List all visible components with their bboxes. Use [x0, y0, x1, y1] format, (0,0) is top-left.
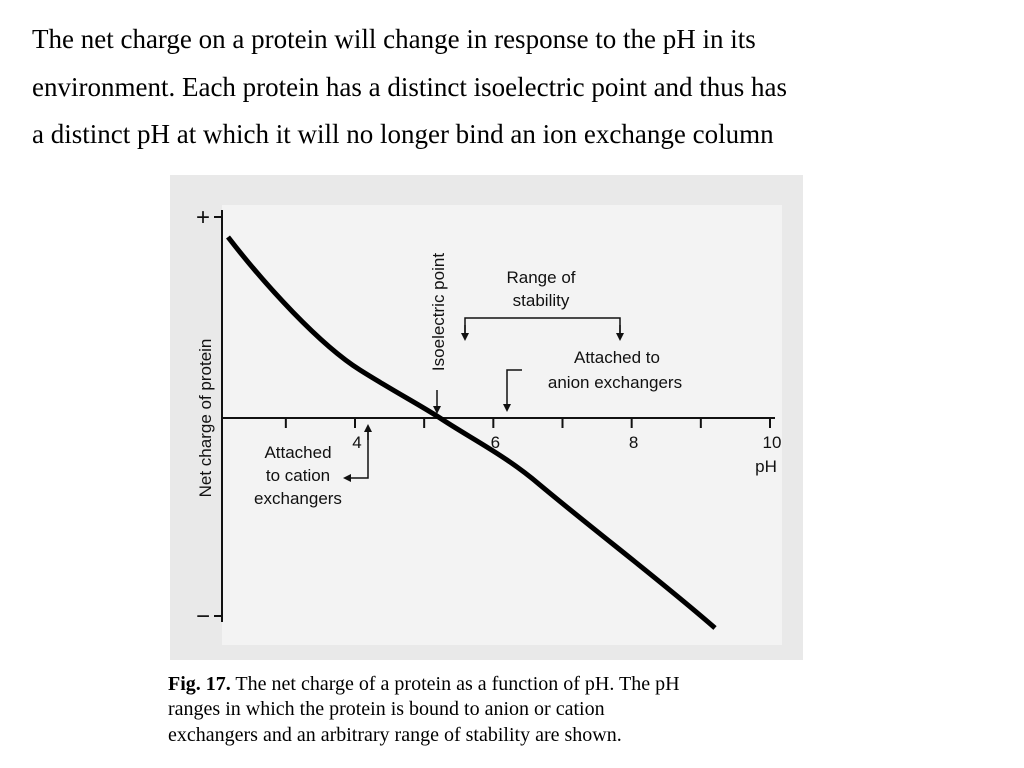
intro-line: a distinct pH at which it will no longer… [32, 119, 774, 149]
cation-arrow [343, 430, 369, 482]
intro-line: environment. Each protein has a distinct… [32, 72, 787, 102]
x-tick-label: 6 [491, 433, 500, 452]
cation-label: to cation [266, 466, 330, 485]
y-axis-label: Net charge of protein [196, 339, 215, 498]
isoelectric-label: Isoelectric point [429, 253, 448, 371]
caption-text: The net charge of a protein as a functio… [235, 673, 679, 695]
charge-curve [226, 235, 717, 630]
caption-label: Fig. 17. [168, 673, 231, 695]
caption-line: exchangers and an arbitrary range of sta… [168, 724, 622, 746]
stability-label: stability [513, 291, 570, 310]
figure: + − Net charge of protein pH Isoelectric… [170, 175, 803, 660]
anion-arrow [503, 369, 522, 412]
anion-label: Attached to [574, 348, 660, 367]
x-unit: pH [755, 457, 777, 476]
anion-label: anion exchangers [548, 373, 682, 392]
stability-label: Range of [507, 268, 576, 287]
cation-label: exchangers [254, 489, 342, 508]
cation-label: Attached [264, 443, 331, 462]
intro-line: The net charge on a protein will change … [32, 24, 756, 54]
x-tick-label: 10 [763, 433, 782, 452]
y-plus: + [196, 204, 210, 231]
x-tick-label: 4 [352, 433, 361, 452]
plot-background [222, 205, 782, 645]
y-minus: − [196, 603, 210, 630]
caption-line: ranges in which the protein is bound to … [168, 698, 605, 720]
caption-line: Fig. 17. The net charge of a protein as … [168, 673, 680, 695]
x-tick-label: 8 [629, 433, 638, 452]
